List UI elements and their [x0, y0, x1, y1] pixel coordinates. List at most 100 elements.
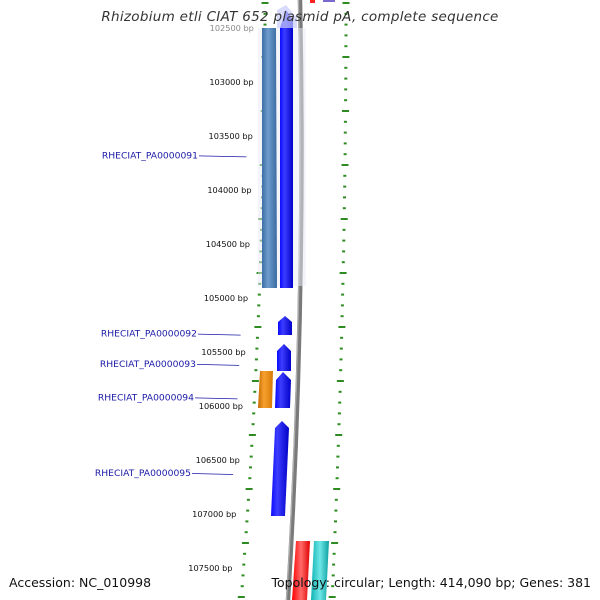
scale-label: 106000 bp	[199, 401, 243, 411]
left-rail-tick	[244, 531, 248, 534]
right-rail-tick	[342, 228, 346, 231]
left-rail-tick	[242, 563, 246, 566]
right-rail-tick	[343, 196, 346, 199]
right-rail-tick	[342, 2, 350, 4]
right-rail-tick	[342, 250, 346, 253]
right-rail-tick	[339, 358, 343, 361]
gene-red-bottom	[292, 541, 310, 600]
scale-label: 104500 bp	[206, 239, 250, 249]
left-rail-tick	[252, 412, 256, 415]
right-rail-tick	[336, 444, 340, 447]
left-rail-tick	[255, 347, 259, 350]
right-rail-tick	[344, 88, 348, 91]
right-rail-tick	[341, 293, 345, 296]
left-rail-tick	[256, 315, 260, 318]
right-rail-tick	[344, 34, 348, 37]
right-rail-tick	[340, 218, 348, 220]
right-rail-tick	[343, 153, 347, 156]
right-rail-tick	[339, 272, 347, 274]
right-rail-tick	[331, 542, 339, 544]
left-rail-tick	[245, 520, 249, 523]
left-rail-tick	[237, 596, 245, 598]
gene-label-leader	[197, 333, 241, 336]
left-rail-tick	[254, 369, 258, 372]
right-rail-tick	[332, 552, 336, 555]
left-rail-tick	[263, 23, 267, 26]
left-rail-tick	[263, 12, 267, 15]
right-rail-tick	[340, 336, 344, 339]
accession-label: Accession: NC_010998	[9, 575, 152, 590]
left-rail-tick	[254, 326, 262, 328]
left-rail-tick	[250, 444, 254, 447]
gene-label-leader	[194, 397, 238, 400]
left-rail-tick	[246, 498, 250, 501]
gene-rheciat-pa0000091-steel	[262, 28, 277, 288]
right-rail-tick	[328, 596, 336, 598]
summary-label: Topology: circular; Length: 414,090 bp; …	[271, 575, 592, 590]
gene-label[interactable]: RHECIAT_PA0000093	[100, 359, 196, 370]
gene-rheciat-pa0000092	[278, 316, 292, 335]
right-rail-tick	[341, 261, 345, 264]
right-rail-tick	[342, 207, 346, 210]
scale-label: 107000 bp	[192, 509, 236, 519]
left-rail-tick	[257, 304, 261, 307]
right-rail-tick	[336, 455, 340, 458]
left-rail-tick	[251, 423, 255, 426]
right-rail-tick	[342, 239, 346, 242]
scale-label: 105500 bp	[201, 347, 245, 357]
left-rail-tick	[257, 293, 261, 296]
right-rail-tick	[343, 185, 347, 188]
gene-label[interactable]: RHECIAT_PA0000095	[95, 468, 191, 479]
right-rail-tick	[341, 282, 345, 285]
bp-scale: 102500 bp 103000 bp 103500 bp 104000 bp 1045…	[188, 23, 254, 573]
gene-features	[258, 0, 335, 600]
right-rail-tick	[331, 585, 335, 588]
right-rail-tick	[338, 326, 346, 328]
right-rail-tick	[337, 423, 341, 426]
left-rail-tick	[241, 574, 245, 577]
gene-rheciat-pa0000093	[277, 344, 291, 371]
right-rail-tick	[343, 120, 347, 123]
right-rail-tick	[336, 380, 344, 382]
right-rail-tick	[343, 131, 347, 134]
scale-label: 107500 bp	[188, 563, 232, 573]
right-rail-tick	[339, 347, 343, 350]
right-rail-tick	[339, 369, 343, 372]
right-rail-tick	[340, 315, 344, 318]
left-rail-tick	[253, 390, 257, 393]
right-rail-tick	[332, 563, 336, 566]
gene-label[interactable]: RHECIAT_PA0000092	[101, 329, 197, 340]
right-rail-tick	[344, 77, 348, 80]
right-rail-tick	[334, 498, 338, 501]
gene-label-leader	[191, 473, 234, 475]
gene-top-pale	[277, 5, 297, 28]
gene-rheciat-pa0000094	[258, 371, 273, 408]
left-rail-tick	[255, 336, 259, 339]
right-rail-tick	[344, 99, 348, 102]
gene-label[interactable]: RHECIAT_PA0000091	[102, 150, 198, 161]
right-rail-tick	[344, 12, 348, 15]
left-rail-tick	[248, 434, 256, 436]
gene-label-leader	[198, 155, 247, 158]
gene-label[interactable]: RHECIAT_PA0000094	[98, 392, 194, 403]
right-rail-tick	[334, 509, 338, 512]
gene-top-purple	[323, 0, 335, 2]
scale-label: 102500 bp	[210, 23, 254, 33]
left-rail-tick	[240, 585, 244, 588]
map-title: Rhizobium etli CIAT 652 plasmid pA, comp…	[101, 9, 499, 25]
left-rail-tick	[246, 509, 250, 512]
left-rail-tick	[245, 488, 253, 490]
left-rail-tick	[249, 466, 252, 469]
right-rail-tick	[333, 531, 337, 534]
left-rail-tick	[254, 358, 258, 361]
right-rail-tick	[334, 520, 337, 523]
gene-cyan-bottom	[311, 541, 329, 600]
gene-top-red	[310, 0, 315, 3]
right-rail-tick	[343, 174, 347, 177]
left-rail-tick	[248, 477, 252, 480]
scale-label: 104000 bp	[207, 185, 251, 195]
gene-labels: RHECIAT_PA0000091 RHECIAT_PA0000092 RHECIA…	[95, 150, 247, 479]
gene-rheciat-pa0000091	[280, 10, 293, 288]
scale-label: 106500 bp	[196, 455, 240, 465]
